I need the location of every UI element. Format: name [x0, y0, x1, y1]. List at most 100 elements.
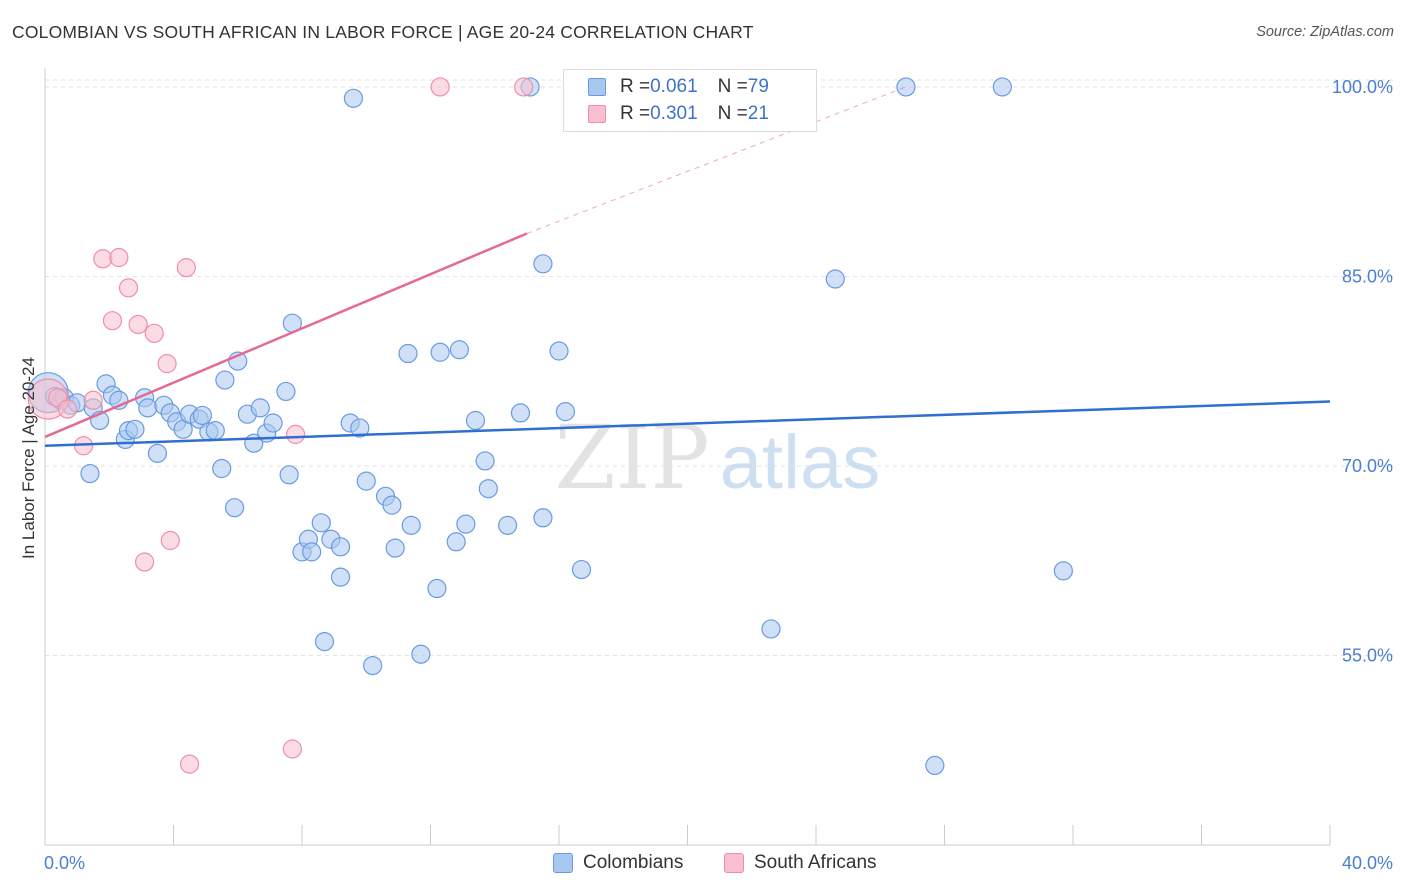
point-colombians [427, 578, 447, 599]
point-colombians [276, 381, 296, 402]
points-layer [27, 77, 1073, 776]
point-south-africans [282, 739, 302, 759]
trend-layer [44, 86, 1331, 448]
point-south-africans [430, 77, 450, 97]
legend-n-label: N = [717, 103, 748, 124]
point-south-africans [179, 754, 200, 774]
point-colombians [498, 515, 518, 535]
legend-r-label: R = [620, 103, 651, 124]
point-colombians [411, 644, 431, 664]
point-colombians [549, 341, 569, 361]
watermark-atlas: atlas [720, 420, 881, 505]
point-colombians [825, 269, 845, 289]
point-south-africans [134, 552, 155, 572]
y-axis-label: In Labor Force | Age 20-24 [19, 357, 38, 559]
point-colombians [147, 443, 168, 463]
point-colombians [212, 458, 232, 479]
point-south-africans [157, 354, 177, 374]
point-south-africans [93, 249, 113, 269]
point-south-africans [285, 424, 306, 444]
legend-swatch-south-africans [588, 105, 606, 123]
bottom-legend-colombians: Colombians [553, 852, 683, 874]
point-south-africans [176, 258, 196, 278]
point-south-africans [83, 390, 103, 410]
point-south-africans [102, 311, 123, 331]
point-south-africans [118, 278, 139, 298]
point-south-africans [128, 314, 148, 335]
x-tick-label-max: 40.0% [1342, 853, 1393, 873]
point-colombians [398, 343, 418, 364]
point-colombians [125, 419, 145, 439]
legend: R = 0.061 N = 79 R = 0.301 N = 21 [563, 69, 817, 132]
point-colombians [385, 538, 405, 558]
bottom-legend: Colombians South Africans [0, 852, 1406, 878]
point-colombians [465, 410, 486, 431]
point-colombians [761, 619, 781, 639]
point-colombians [263, 413, 283, 433]
point-colombians [350, 418, 370, 438]
trendline-extension-south-africans [526, 86, 907, 234]
point-colombians [510, 403, 531, 423]
y-tick-label: 55.0% [1342, 645, 1393, 665]
point-colombians [356, 471, 376, 491]
point-colombians [555, 402, 576, 422]
point-colombians [215, 370, 235, 390]
point-colombians [925, 755, 945, 776]
point-colombians [224, 498, 245, 518]
x-tick-label-min: 0.0% [44, 853, 85, 873]
point-colombians [478, 479, 498, 499]
point-colombians [80, 463, 100, 484]
watermark-zip: ZIP [554, 406, 709, 509]
grid-layer [45, 79, 1395, 656]
legend-n-value: 79 [747, 76, 769, 97]
chart-title: COLOMBIAN VS SOUTH AFRICAN IN LABOR FORC… [12, 22, 754, 42]
bottom-legend-label: Colombians [583, 852, 684, 873]
point-colombians [314, 631, 335, 652]
bottom-legend-swatch-colombians [553, 853, 573, 873]
point-south-africans [57, 399, 78, 419]
legend-row-colombians: R = 0.061 N = 79 [588, 75, 769, 99]
point-colombians [449, 340, 470, 360]
trendline-colombians [44, 400, 1331, 448]
point-colombians [279, 465, 299, 485]
y-tick-label: 70.0% [1342, 456, 1393, 476]
point-colombians [401, 515, 421, 535]
source-label: Source: ZipAtlas.com [1256, 24, 1394, 40]
legend-r-value: 0.301 [650, 103, 698, 124]
axes-layer: 55.0% 70.0% 85.0% 100.0% 0.0% 40.0% [44, 68, 1393, 873]
point-colombians [311, 513, 331, 533]
point-colombians [330, 537, 351, 557]
point-colombians [446, 532, 466, 552]
legend-n-label: N = [717, 76, 748, 97]
trendline-south-africans [44, 232, 528, 439]
y-tick-label: 85.0% [1342, 266, 1393, 286]
point-colombians [475, 451, 495, 471]
y-tick-label: 100.0% [1332, 77, 1393, 97]
point-colombians [992, 77, 1012, 97]
point-colombians [138, 398, 158, 418]
point-colombians [571, 559, 592, 580]
point-colombians [1053, 561, 1073, 581]
point-south-africans [160, 530, 180, 551]
legend-r-label: R = [620, 76, 651, 97]
point-colombians [533, 254, 553, 274]
bottom-legend-south-africans: South Africans [724, 852, 877, 874]
legend-row-south-africans: R = 0.301 N = 21 [588, 102, 769, 126]
point-colombians [382, 495, 402, 515]
point-colombians [250, 398, 270, 418]
bottom-legend-swatch-south-africans [724, 853, 744, 873]
point-colombians [330, 567, 351, 587]
point-colombians [343, 88, 363, 108]
point-colombians [896, 77, 916, 97]
point-colombians [205, 421, 225, 441]
legend-r-value: 0.061 [650, 76, 698, 97]
point-south-africans [144, 323, 164, 343]
point-colombians [533, 508, 553, 528]
point-colombians [302, 542, 322, 562]
point-colombians [456, 514, 476, 534]
legend-n-value: 21 [747, 103, 769, 124]
point-south-africans [109, 247, 129, 268]
point-south-africans [514, 77, 534, 97]
bottom-legend-label: South Africans [754, 852, 877, 873]
